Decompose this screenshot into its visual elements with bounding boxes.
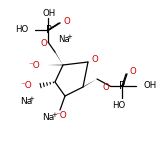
Polygon shape (55, 52, 63, 65)
Text: ⁻O: ⁻O (28, 60, 40, 70)
Text: Na: Na (58, 36, 70, 44)
Text: ⁻O: ⁻O (20, 82, 32, 90)
Text: HO: HO (15, 25, 28, 35)
Text: O: O (92, 55, 99, 65)
Text: +: + (66, 34, 72, 40)
Polygon shape (83, 79, 97, 87)
Text: +: + (28, 96, 34, 102)
Text: O: O (102, 84, 109, 92)
Text: O: O (40, 38, 47, 48)
Text: O: O (64, 18, 71, 26)
Text: P: P (46, 25, 52, 35)
Text: O: O (130, 67, 137, 75)
Text: ⁻O: ⁻O (55, 111, 67, 121)
Text: HO: HO (112, 101, 126, 109)
Text: OH: OH (42, 8, 56, 18)
Text: Na: Na (20, 97, 32, 107)
Text: OH: OH (143, 82, 156, 90)
Text: P: P (119, 81, 125, 91)
Text: +: + (51, 112, 57, 118)
Text: Na: Na (42, 113, 54, 123)
